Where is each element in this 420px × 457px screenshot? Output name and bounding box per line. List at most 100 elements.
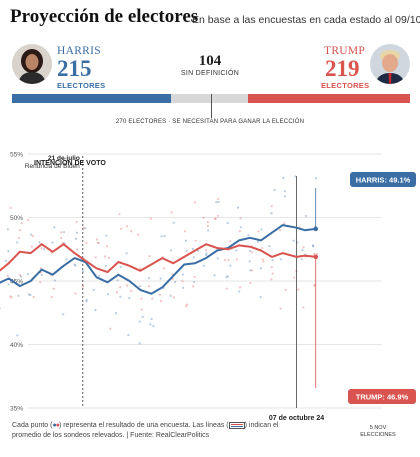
poll-dot <box>185 305 188 308</box>
poll-dot <box>193 275 196 279</box>
poll-dot <box>250 269 254 272</box>
poll-dot <box>282 176 285 179</box>
poll-dot <box>114 312 118 315</box>
poll-dot <box>52 287 55 290</box>
poll-dot <box>239 226 242 229</box>
poll-dot <box>224 258 227 262</box>
trump-end-label: TRUMP: 46.9% <box>356 393 409 402</box>
caption-part3: ) indican el <box>244 422 279 429</box>
poll-dot <box>238 290 241 293</box>
poll-dot <box>313 284 316 287</box>
poll-dot <box>315 252 318 255</box>
harris-electors-label: ELECTORES <box>57 81 106 90</box>
biden-date-label: 21 de julio <box>48 155 80 162</box>
poll-dot <box>270 205 273 208</box>
poll-dot <box>261 258 264 261</box>
poll-dot <box>184 230 187 233</box>
poll-dot <box>214 217 217 220</box>
endpoint-trump <box>313 254 319 260</box>
poll-dot <box>194 239 197 242</box>
poll-dot <box>205 252 208 255</box>
poll-dot <box>119 265 122 268</box>
trump-name: TRUMP <box>324 45 366 57</box>
poll-dot <box>160 235 163 238</box>
caption-part1: Cada punto ( <box>12 422 53 429</box>
poll-dot <box>128 297 131 300</box>
poll-dot <box>127 333 130 337</box>
trump-bar <box>247 94 410 103</box>
poll-dot <box>250 251 253 254</box>
poll-dot <box>227 259 230 262</box>
poll-dot <box>268 244 271 248</box>
poll-dot <box>9 295 12 298</box>
poll-dot <box>229 240 232 243</box>
poll-dot <box>75 248 79 251</box>
poll-dot <box>283 195 287 198</box>
poll-dot <box>239 217 242 220</box>
poll-dot <box>292 239 295 242</box>
harris-avatar <box>12 44 52 84</box>
poll-dot <box>301 249 304 252</box>
poll-dot <box>109 327 112 330</box>
poll-dot <box>279 307 282 310</box>
poll-dot <box>139 267 142 270</box>
caption-lines-icon <box>228 421 245 429</box>
poll-dot <box>16 241 19 244</box>
poll-dot <box>27 293 30 296</box>
poll-dot <box>304 214 307 218</box>
poll-dot <box>206 229 210 232</box>
poll-dot <box>163 235 166 238</box>
poll-dot <box>19 274 22 277</box>
poll-dot <box>151 297 154 300</box>
poll-dot <box>300 258 303 261</box>
poll-dot <box>202 216 205 219</box>
poll-dot <box>116 279 119 282</box>
poll-dot <box>206 225 210 228</box>
poll-dot <box>215 201 218 204</box>
poll-dot <box>249 281 252 285</box>
harris-electors: 215 <box>57 56 92 81</box>
poll-dot <box>98 274 101 277</box>
y-tick-label: 45% <box>10 279 23 286</box>
poll-dot <box>130 230 133 233</box>
poll-dot <box>104 264 107 267</box>
y-tick-label: 55% <box>10 152 23 159</box>
trump-electors: 219 <box>325 56 360 81</box>
poll-dot <box>284 288 287 291</box>
poll-dot <box>193 201 196 204</box>
poll-dot <box>279 258 282 261</box>
page-subtitle: En base a las encuestas en cada estado a… <box>192 14 420 26</box>
poll-dot <box>4 259 7 262</box>
caption-line2: promedio de los sondeos relevados. | Fue… <box>12 432 210 439</box>
poll-dot <box>182 286 185 289</box>
poll-dot <box>20 222 23 225</box>
poll-dot <box>84 227 87 230</box>
poll-dot <box>185 249 188 252</box>
poll-dot <box>141 315 144 319</box>
poll-dot <box>302 306 305 309</box>
poll-dot <box>26 219 30 222</box>
poll-dot <box>259 267 262 270</box>
poll-dot <box>150 317 153 321</box>
trump-electors-label: ELECTORES <box>321 81 370 90</box>
y-tick-label: 35% <box>10 406 23 413</box>
poll-dot <box>32 296 35 299</box>
poll-dot <box>0 307 1 310</box>
poll-dot <box>60 236 63 240</box>
poll-dot <box>302 246 305 249</box>
poll-dot <box>192 256 195 259</box>
poll-dot <box>311 244 315 247</box>
poll-dot <box>119 295 122 298</box>
poll-dot <box>270 212 273 215</box>
poll-dot <box>248 260 251 263</box>
header: Proyección de electores En base a las en… <box>10 6 420 32</box>
poll-dot <box>43 248 46 251</box>
poll-dot <box>312 244 315 247</box>
poll-dot <box>31 235 34 238</box>
harris-callout-box <box>350 172 416 187</box>
poll-dot <box>181 273 184 276</box>
poll-dot <box>226 275 229 278</box>
poll-dot <box>6 228 9 231</box>
poll-dot <box>138 285 142 288</box>
